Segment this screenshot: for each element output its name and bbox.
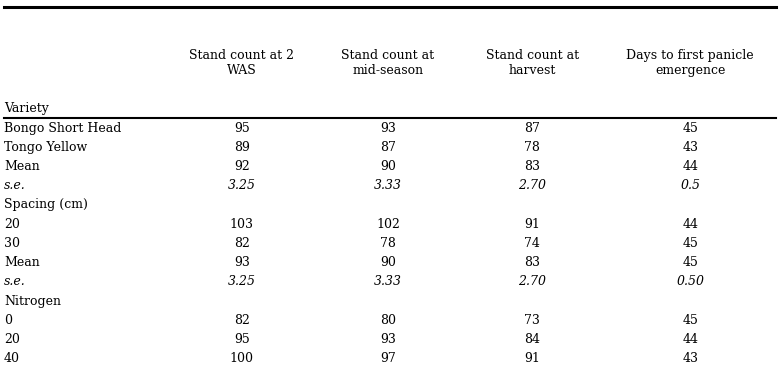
Text: 44: 44 xyxy=(682,218,698,231)
Text: 93: 93 xyxy=(380,121,396,135)
Text: 90: 90 xyxy=(380,160,396,173)
Text: Bongo Short Head: Bongo Short Head xyxy=(4,121,121,135)
Text: 102: 102 xyxy=(376,218,400,231)
Text: 83: 83 xyxy=(524,160,541,173)
Text: 92: 92 xyxy=(234,160,250,173)
Text: 97: 97 xyxy=(380,352,396,366)
Text: 3.33: 3.33 xyxy=(374,179,402,192)
Text: 95: 95 xyxy=(234,333,250,346)
Text: 95: 95 xyxy=(234,121,250,135)
Text: s.e.: s.e. xyxy=(4,275,26,289)
Text: 20: 20 xyxy=(4,333,20,346)
Text: 45: 45 xyxy=(682,314,698,327)
Text: 3.25: 3.25 xyxy=(228,179,256,192)
Text: 30: 30 xyxy=(4,237,20,250)
Text: Tongo Yellow: Tongo Yellow xyxy=(4,141,87,154)
Text: 103: 103 xyxy=(230,218,254,231)
Text: Stand count at
harvest: Stand count at harvest xyxy=(486,49,579,77)
Text: 83: 83 xyxy=(524,256,541,269)
Text: 0: 0 xyxy=(4,314,12,327)
Text: Nitrogen: Nitrogen xyxy=(4,295,61,308)
Text: 43: 43 xyxy=(682,352,698,366)
Text: 84: 84 xyxy=(524,333,541,346)
Text: 0.50: 0.50 xyxy=(676,275,704,289)
Text: 2.70: 2.70 xyxy=(519,179,546,192)
Text: 78: 78 xyxy=(524,141,541,154)
Text: Stand count at
mid-season: Stand count at mid-season xyxy=(342,49,434,77)
Text: 89: 89 xyxy=(234,141,250,154)
Text: 74: 74 xyxy=(524,237,541,250)
Text: 45: 45 xyxy=(682,121,698,135)
Text: Stand count at 2
WAS: Stand count at 2 WAS xyxy=(190,49,294,77)
Text: 91: 91 xyxy=(524,218,541,231)
Text: 40: 40 xyxy=(4,352,20,366)
Text: s.e.: s.e. xyxy=(4,179,26,192)
Text: 45: 45 xyxy=(682,256,698,269)
Text: Variety: Variety xyxy=(4,102,49,115)
Text: Spacing (cm): Spacing (cm) xyxy=(4,198,88,212)
Text: 91: 91 xyxy=(524,352,541,366)
Text: 44: 44 xyxy=(682,333,698,346)
Text: 0.5: 0.5 xyxy=(680,179,700,192)
Text: 82: 82 xyxy=(234,314,250,327)
Text: 93: 93 xyxy=(380,333,396,346)
Text: 100: 100 xyxy=(230,352,254,366)
Text: Mean: Mean xyxy=(4,256,40,269)
Text: 3.25: 3.25 xyxy=(228,275,256,289)
Text: 82: 82 xyxy=(234,237,250,250)
Text: Days to first panicle
emergence: Days to first panicle emergence xyxy=(626,49,754,77)
Text: 43: 43 xyxy=(682,141,698,154)
Text: 45: 45 xyxy=(682,237,698,250)
Text: 20: 20 xyxy=(4,218,20,231)
Text: 80: 80 xyxy=(380,314,396,327)
Text: 44: 44 xyxy=(682,160,698,173)
Text: 87: 87 xyxy=(524,121,541,135)
Text: 73: 73 xyxy=(524,314,541,327)
Text: 93: 93 xyxy=(234,256,250,269)
Text: 3.33: 3.33 xyxy=(374,275,402,289)
Text: 90: 90 xyxy=(380,256,396,269)
Text: 2.70: 2.70 xyxy=(519,275,546,289)
Text: Mean: Mean xyxy=(4,160,40,173)
Text: 87: 87 xyxy=(380,141,396,154)
Text: 78: 78 xyxy=(380,237,396,250)
